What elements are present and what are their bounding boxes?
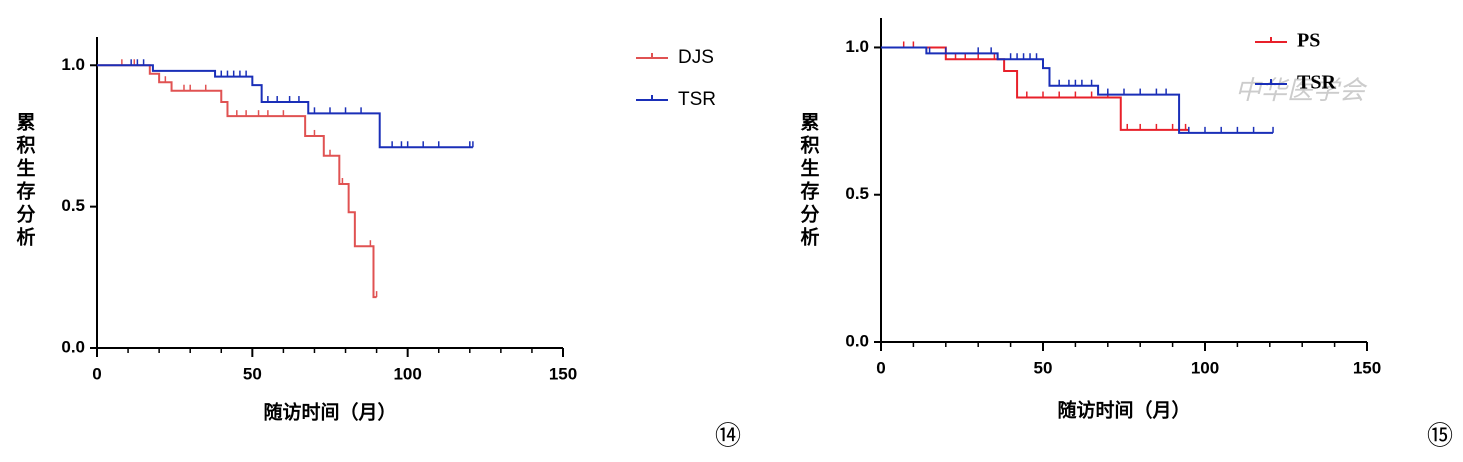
y-tick-label: 0.0: [845, 331, 869, 350]
y-tick-label: 1.0: [61, 55, 85, 74]
y-axis-label: 累积生存分析: [16, 111, 35, 248]
legend-label: DJS: [678, 47, 714, 68]
panel-label: ⑭: [715, 422, 741, 452]
x-axis-label: 随访时间（月）: [1057, 399, 1190, 422]
y-tick-label: 1.0: [845, 37, 869, 56]
y-label-char: 存: [800, 179, 819, 202]
legend-label: PS: [1297, 30, 1320, 52]
survival-line: [97, 64, 473, 149]
x-tick-label: 50: [1034, 358, 1053, 377]
x-tick-label: 100: [1191, 358, 1219, 377]
x-tick-label: 0: [92, 364, 101, 383]
y-label-char: 积: [16, 134, 35, 156]
survival-line: [881, 46, 1274, 134]
x-axis-label: 随访时间（月）: [263, 401, 396, 424]
x-tick-label: 100: [393, 364, 421, 383]
watermark: 中华医学会: [1235, 76, 1368, 106]
legend-label: TSR: [1297, 72, 1336, 94]
x-tick-label: 150: [1353, 358, 1381, 377]
y-tick-label: 0.5: [61, 196, 85, 215]
y-label-char: 生: [800, 156, 819, 179]
y-label-char: 生: [16, 156, 35, 179]
x-tick-label: 50: [243, 364, 262, 383]
y-axis-label: 累积生存分析: [800, 111, 819, 248]
y-label-char: 累: [16, 111, 35, 133]
x-tick-label: 0: [876, 358, 885, 377]
y-label-char: 分: [800, 203, 819, 225]
y-label-char: 析: [16, 225, 35, 248]
x-tick-label: 150: [549, 364, 577, 383]
y-label-char: 积: [800, 134, 819, 156]
y-label-char: 存: [16, 179, 35, 202]
survival-line: [97, 64, 377, 299]
y-tick-label: 0.5: [845, 184, 869, 203]
y-label-char: 累: [800, 111, 819, 133]
panel-label: ⑮: [1427, 422, 1453, 452]
y-label-char: 析: [800, 225, 819, 248]
legend-label: TSR: [678, 89, 716, 110]
y-label-char: 分: [16, 203, 35, 225]
y-tick-label: 0.0: [61, 337, 85, 356]
